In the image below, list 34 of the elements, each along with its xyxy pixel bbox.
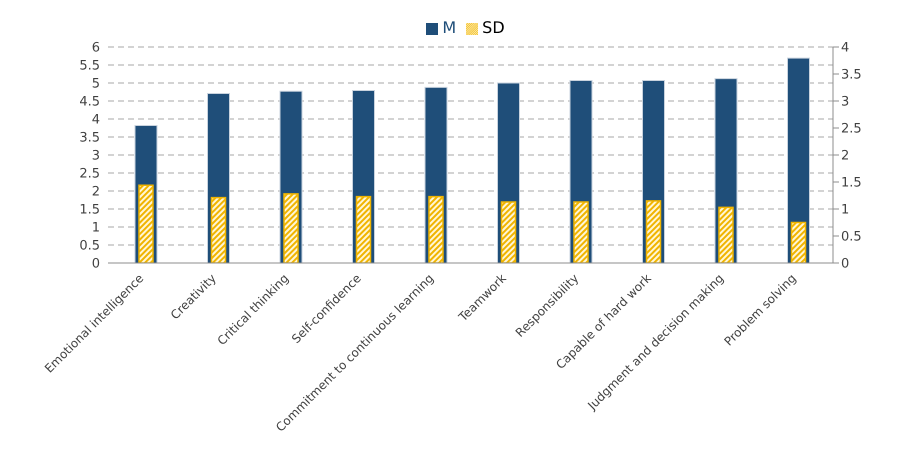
y2-tick-label: 4: [841, 40, 850, 56]
y-tick-label: 3.5: [79, 130, 100, 146]
y-tick-label: 6: [92, 40, 100, 56]
legend-label: SD: [482, 18, 505, 37]
y-tick-label: 1.5: [79, 202, 100, 218]
bar: [138, 184, 154, 263]
y2-tick-label: 3: [841, 94, 850, 110]
y2-tick-label: 3.5: [841, 68, 862, 83]
y-tick-label: 4: [92, 112, 100, 128]
y-tick-label: 2.5: [79, 166, 100, 182]
bar: [283, 193, 299, 263]
y-tick-label: 1: [92, 220, 100, 236]
bar: [790, 222, 806, 263]
bar: [356, 196, 372, 263]
bar: [210, 196, 226, 263]
y2-tick-label: 2: [841, 148, 850, 164]
bar: [573, 201, 589, 263]
y-tick-label: 0.5: [79, 238, 100, 254]
y2-tick-label: 2.5: [841, 122, 862, 137]
y-tick-label: 2: [92, 184, 100, 200]
legend-label: M: [442, 18, 456, 37]
y2-tick-label: 1.5: [841, 176, 862, 191]
bar: [646, 200, 662, 263]
bar: [428, 196, 444, 263]
y-tick-label: 0: [92, 256, 100, 272]
y-tick-label: 4.5: [79, 94, 100, 110]
bar: [718, 206, 734, 263]
y2-tick-label: 0.5: [841, 230, 862, 245]
y-tick-label: 5.5: [79, 58, 100, 74]
y-tick-label: 5: [92, 76, 100, 92]
y2-tick-label: 1: [841, 202, 850, 218]
y2-tick-label: 0: [841, 256, 850, 272]
bar: [500, 201, 516, 263]
y-tick-label: 3: [92, 148, 100, 164]
